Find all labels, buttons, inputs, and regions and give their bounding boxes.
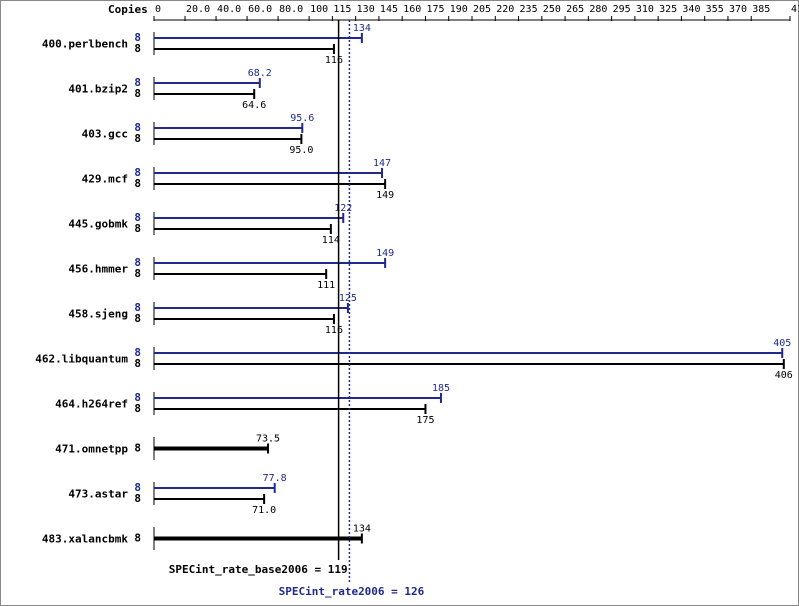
x-tick-label: 60.0 [248,4,272,15]
x-tick-label: 20.0 [186,4,210,15]
benchmark-label: 456.hmmer [68,263,128,276]
copies-label: 8 [134,346,141,359]
benchmark-label: 464.h264ref [55,398,128,411]
copies-label: 8 [134,132,141,145]
value-label: 114 [322,235,340,246]
value-label: 95.6 [290,113,314,124]
copies-label: 8 [134,492,141,505]
value-label: 405 [773,338,791,349]
x-tick-label: 40.0 [217,4,241,15]
x-tick-label: 355 [706,4,724,15]
x-tick-label: 100 [310,4,328,15]
copies-label: 8 [134,267,141,280]
value-label: 406 [775,370,793,381]
x-tick-label: 385 [752,4,770,15]
value-label: 71.0 [252,505,276,516]
benchmark-label: 471.omnetpp [55,443,128,456]
copies-label: 8 [134,121,141,134]
x-tick-label: 190 [450,4,468,15]
copies-label: 8 [134,532,141,545]
value-label: 175 [416,415,434,426]
x-tick-label: 80.0 [279,4,303,15]
copies-label: 8 [134,442,141,455]
benchmark-label: 401.bzip2 [68,83,128,96]
x-tick-label: 0 [155,4,161,15]
x-tick-label: 115 [333,4,351,15]
benchmark-label: 445.gobmk [68,218,128,231]
copies-label: 8 [134,166,141,179]
x-tick-label: 220 [496,4,514,15]
copies-label: 8 [134,402,141,415]
copies-label: 8 [134,211,141,224]
value-label: 73.5 [256,434,280,445]
x-tick-label: 280 [589,4,607,15]
value-label: 95.0 [289,145,313,156]
x-tick-label: 410 [791,4,799,15]
copies-label: 8 [134,76,141,89]
benchmark-label: 462.libquantum [35,353,128,366]
benchmark-label: 400.perlbench [42,38,128,51]
x-tick-label: 265 [566,4,584,15]
copies-label: 8 [134,391,141,404]
x-tick-label: 235 [520,4,538,15]
value-label: 64.6 [242,100,266,111]
value-label: 134 [353,23,371,34]
value-label: 77.8 [263,473,287,484]
benchmark-label: 483.xalancbmk [42,533,128,546]
summary-label: SPECint_rate_base2006 = 119 [169,563,348,576]
axis-label: Copies [108,3,148,16]
value-label: 116 [325,325,343,336]
benchmark-label: 458.sjeng [68,308,128,321]
value-label: 122 [334,203,352,214]
copies-label: 8 [134,312,141,325]
x-tick-label: 175 [426,4,444,15]
x-tick-label: 370 [729,4,747,15]
value-label: 134 [353,524,371,535]
value-label: 149 [376,248,394,259]
copies-label: 8 [134,87,141,100]
benchmark-label: 403.gcc [82,128,128,141]
copies-label: 8 [134,481,141,494]
x-tick-label: 145 [380,4,398,15]
value-label: 116 [325,55,343,66]
value-label: 185 [432,383,450,394]
x-tick-label: 325 [659,4,677,15]
x-tick-label: 310 [636,4,654,15]
copies-label: 8 [134,301,141,314]
x-tick-label: 160 [403,4,421,15]
value-label: 68.2 [248,68,272,79]
x-tick-label: 250 [543,4,561,15]
summary-label: SPECint_rate2006 = 126 [279,585,425,598]
x-tick-label: 340 [682,4,700,15]
value-label: 125 [339,293,357,304]
copies-label: 8 [134,256,141,269]
copies-label: 8 [134,222,141,235]
x-tick-label: 205 [473,4,491,15]
value-label: 111 [317,280,335,291]
value-label: 147 [373,158,391,169]
copies-label: 8 [134,31,141,44]
copies-label: 8 [134,42,141,55]
copies-label: 8 [134,357,141,370]
benchmark-label: 473.astar [68,488,128,501]
value-label: 149 [376,190,394,201]
x-tick-label: 295 [613,4,631,15]
x-tick-label: 130 [357,4,375,15]
copies-label: 8 [134,177,141,190]
benchmark-label: 429.mcf [82,173,128,186]
